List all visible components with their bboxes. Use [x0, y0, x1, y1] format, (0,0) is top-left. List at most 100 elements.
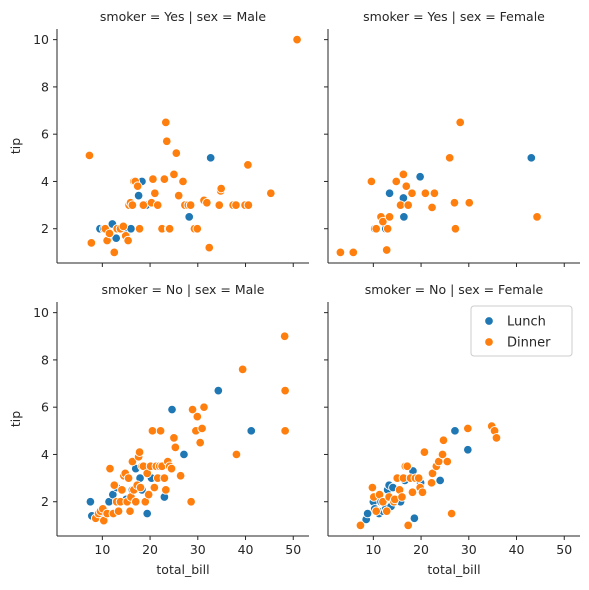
data-point: [348, 247, 359, 258]
data-point: [444, 153, 455, 163]
data-point: [398, 169, 409, 180]
data-point: [266, 188, 276, 199]
data-point: [435, 475, 445, 486]
data-point: [381, 506, 392, 516]
data-point: [382, 223, 393, 234]
data-point: [186, 496, 196, 507]
panel-title: smoker = No | sex = Male: [102, 282, 265, 297]
x-axis-label: total_bill: [156, 562, 209, 577]
data-point: [199, 402, 209, 412]
data-point: [279, 331, 290, 342]
legend-marker: [484, 337, 494, 347]
data-point: [161, 485, 171, 495]
data-point: [437, 449, 448, 460]
data-point: [130, 496, 141, 507]
data-point: [149, 482, 160, 493]
facet-panel: smoker = No | sex = Female 10 20 30 40 50 tota…: [324, 282, 580, 577]
data-point: [202, 197, 212, 208]
y-tick-label: 4: [41, 174, 49, 189]
data-point: [155, 426, 166, 436]
x-tick-label: 20: [413, 542, 429, 557]
data-point: [171, 148, 182, 158]
data-point: [391, 176, 402, 187]
data-point: [123, 235, 133, 246]
data-point: [179, 449, 189, 460]
series-dinner: [335, 117, 542, 258]
data-point: [127, 200, 138, 210]
data-point: [397, 492, 407, 502]
data-point: [407, 188, 417, 199]
data-point: [84, 150, 95, 161]
data-point: [113, 506, 124, 516]
data-point: [532, 212, 542, 222]
data-point: [125, 506, 135, 516]
data-point: [135, 482, 146, 493]
data-point: [438, 435, 449, 446]
data-point: [378, 496, 388, 507]
data-point: [450, 223, 461, 234]
data-point: [162, 136, 172, 147]
data-point: [133, 190, 144, 201]
panel-title: smoker = Yes | sex = Female: [363, 9, 545, 24]
data-point: [104, 228, 115, 239]
data-point: [152, 200, 163, 210]
data-point: [197, 423, 207, 434]
facet-panel: smoker = Yes | sex = Female: [324, 9, 580, 267]
data-point: [231, 449, 242, 460]
y-axis-label: tip: [8, 138, 23, 154]
data-point: [243, 200, 254, 210]
data-point: [167, 404, 177, 415]
data-point: [117, 485, 127, 495]
x-tick-label: 50: [556, 542, 572, 557]
data-point: [292, 34, 302, 45]
legend-box: [470, 305, 573, 357]
data-point: [173, 190, 184, 201]
data-point: [134, 447, 145, 457]
data-point: [464, 197, 475, 208]
data-point: [463, 423, 473, 434]
data-point: [526, 153, 537, 163]
data-point: [442, 456, 453, 467]
data-point: [185, 200, 196, 210]
data-point: [216, 183, 226, 194]
y-tick-label: 6: [41, 400, 49, 415]
data-point: [134, 223, 145, 234]
data-point: [403, 200, 413, 210]
data-point: [449, 197, 460, 208]
data-point: [427, 202, 437, 213]
data-point: [417, 487, 428, 498]
data-point: [409, 513, 420, 524]
data-point: [205, 153, 216, 163]
y-tick-label: 6: [41, 127, 49, 142]
data-point: [243, 160, 253, 170]
data-point: [105, 463, 115, 474]
y-tick-label: 8: [41, 79, 49, 94]
panel-title: smoker = Yes | sex = Male: [100, 9, 266, 24]
data-point: [415, 171, 425, 182]
data-point: [401, 181, 412, 191]
data-point: [85, 496, 96, 507]
data-point: [413, 473, 424, 483]
x-tick-label: 10: [365, 542, 381, 557]
data-point: [142, 508, 152, 519]
data-point: [246, 426, 256, 436]
data-point: [164, 223, 175, 234]
data-point: [187, 404, 198, 415]
data-point: [455, 117, 465, 128]
data-point: [109, 247, 120, 258]
data-point: [384, 188, 395, 199]
data-point: [407, 487, 418, 498]
x-tick-label: 50: [285, 542, 301, 557]
series-dinner: [355, 421, 502, 531]
data-point: [446, 508, 457, 519]
y-tick-label: 2: [41, 221, 49, 236]
data-point: [166, 463, 177, 474]
legend-label: Lunch: [507, 315, 546, 330]
data-point: [419, 447, 430, 457]
y-axis-label: tip: [8, 411, 23, 427]
series-lunch: [85, 385, 256, 521]
x-axis-label: total_bill: [427, 562, 480, 577]
data-point: [143, 489, 154, 500]
data-point: [463, 444, 473, 455]
data-point: [148, 174, 158, 184]
